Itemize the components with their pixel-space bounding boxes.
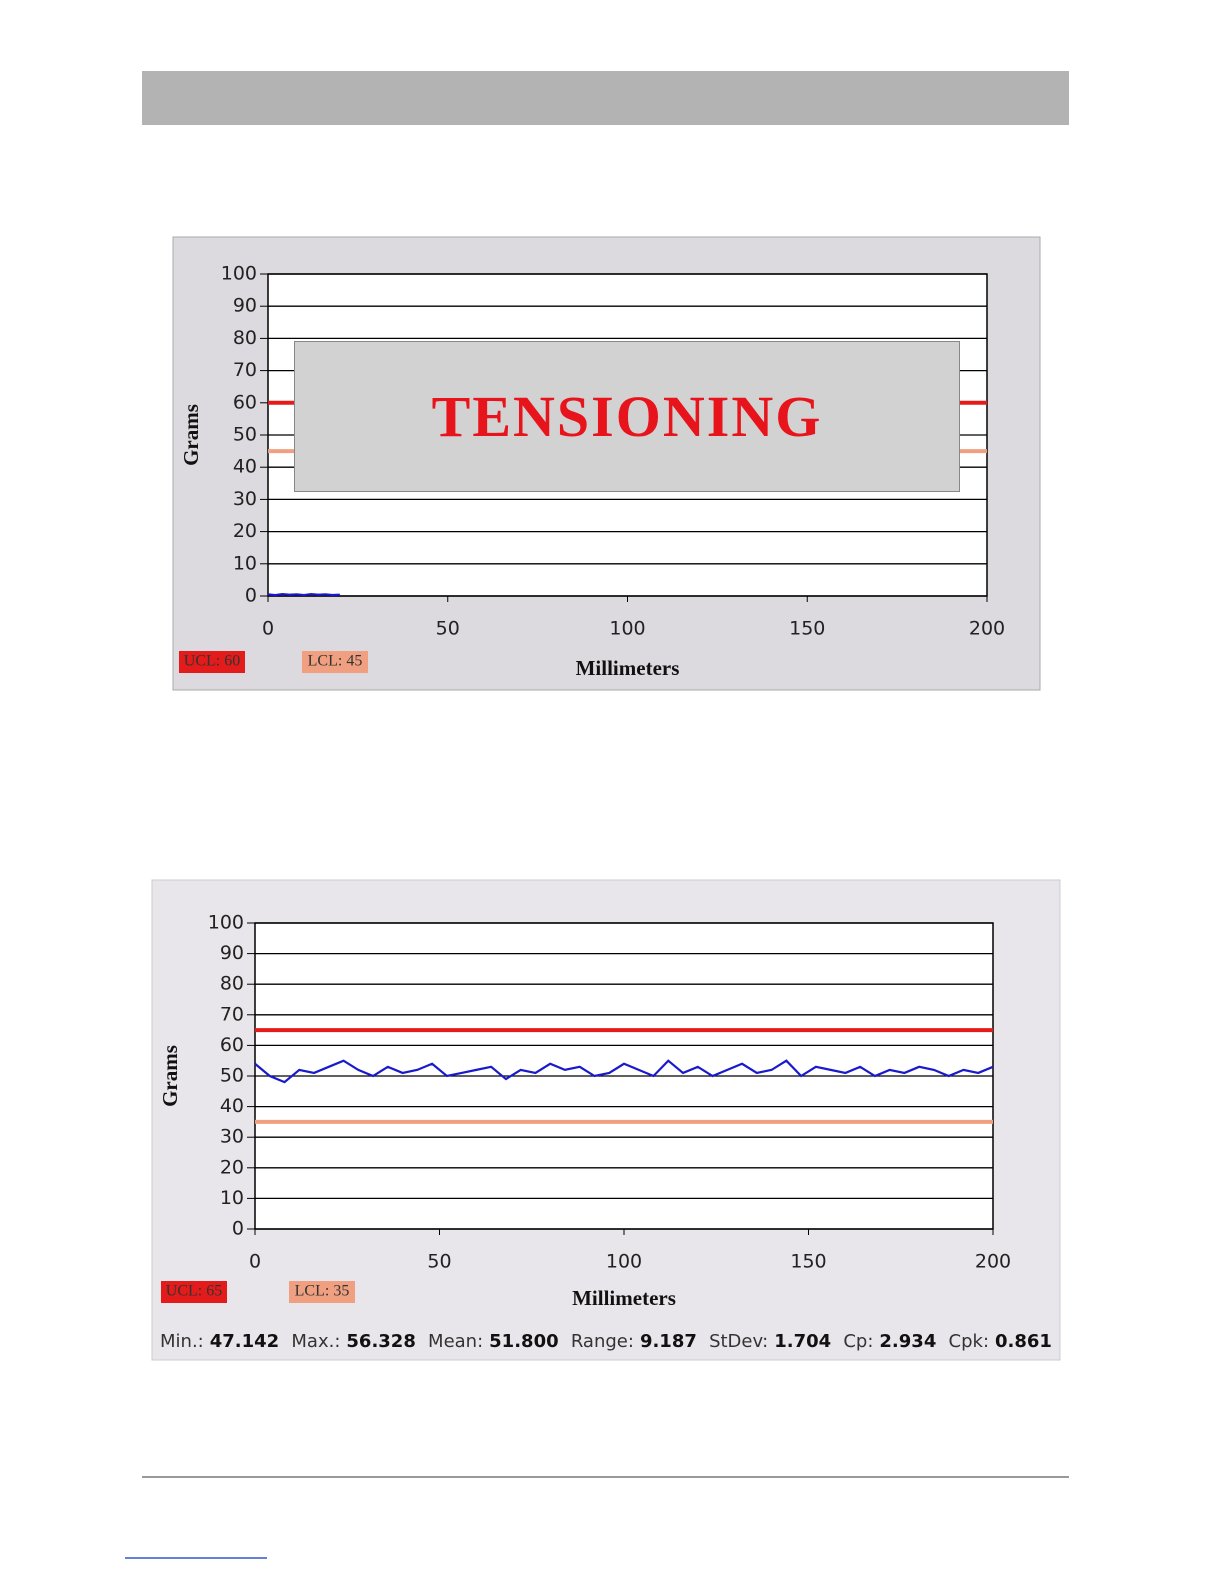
limit-label: LCL: 45 bbox=[308, 653, 363, 670]
limit-label: UCL: 60 bbox=[184, 653, 240, 670]
x-tick-label: 150 bbox=[789, 618, 825, 640]
y-axis-label: Grams bbox=[158, 1045, 182, 1107]
limit-badge bbox=[179, 651, 245, 673]
limit-badge bbox=[302, 651, 368, 673]
stat: Mean: 51.800 bbox=[428, 1331, 559, 1352]
y-tick-label: 40 bbox=[233, 456, 257, 478]
stat-label: Range: bbox=[570, 1330, 634, 1352]
y-tick-label: 20 bbox=[233, 520, 257, 542]
stats-bar: Min.: 47.142 Max.: 56.328 Mean: 51.800 Range: 9… bbox=[160, 1322, 1052, 1360]
stat: Range: 9.187 bbox=[571, 1331, 697, 1352]
y-tick-label: 80 bbox=[233, 327, 257, 349]
x-tick-label: 200 bbox=[969, 618, 1005, 640]
x-tick-label: 100 bbox=[606, 1251, 642, 1273]
stat: StDev: 1.704 bbox=[709, 1331, 831, 1352]
y-tick-label: 90 bbox=[220, 942, 244, 964]
stat-value: 0.861 bbox=[995, 1330, 1052, 1352]
x-tick-label: 150 bbox=[790, 1251, 826, 1273]
y-tick-label: 0 bbox=[245, 585, 257, 607]
limit-label: LCL: 35 bbox=[295, 1283, 350, 1300]
y-tick-label: 0 bbox=[232, 1218, 244, 1240]
x-tick-label: 0 bbox=[249, 1251, 261, 1273]
stat: Cp: 2.934 bbox=[843, 1331, 936, 1352]
stat-label: StDev: bbox=[709, 1330, 769, 1352]
stat: Min.: 47.142 bbox=[160, 1331, 279, 1352]
stat-value: 47.142 bbox=[209, 1330, 280, 1352]
stat-label: Cpk: bbox=[948, 1330, 990, 1352]
x-tick-label: 50 bbox=[427, 1251, 451, 1273]
data-line bbox=[267, 592, 340, 597]
y-tick-label: 10 bbox=[233, 552, 257, 574]
status-overlay: TENSIONING bbox=[294, 341, 960, 492]
x-axis-label: Millimeters bbox=[572, 1286, 676, 1310]
stat-label: Min.: bbox=[160, 1330, 204, 1352]
y-tick-label: 60 bbox=[220, 1034, 244, 1056]
y-tick-label: 10 bbox=[220, 1187, 244, 1209]
stat-value: 2.934 bbox=[879, 1330, 937, 1352]
x-tick-label: 50 bbox=[436, 618, 460, 640]
header-bar bbox=[142, 71, 1069, 125]
stat: Max.: 56.328 bbox=[291, 1331, 415, 1352]
stat: Cpk: 0.861 bbox=[949, 1331, 1052, 1352]
y-tick-label: 30 bbox=[220, 1126, 244, 1148]
y-tick-label: 100 bbox=[221, 263, 257, 285]
y-tick-label: 50 bbox=[233, 424, 257, 446]
stat-value: 1.704 bbox=[774, 1330, 832, 1352]
y-tick-label: 80 bbox=[220, 973, 244, 995]
stat-value: 51.800 bbox=[489, 1330, 559, 1352]
x-axis-label: Millimeters bbox=[576, 656, 680, 680]
y-tick-label: 60 bbox=[233, 391, 257, 413]
y-tick-label: 70 bbox=[233, 359, 257, 381]
y-axis-label: Grams bbox=[179, 404, 203, 466]
stat-label: Max.: bbox=[291, 1330, 341, 1352]
stat-value: 9.187 bbox=[639, 1330, 697, 1352]
x-tick-label: 200 bbox=[975, 1251, 1011, 1273]
y-tick-label: 70 bbox=[220, 1003, 244, 1025]
stat-label: Mean: bbox=[428, 1330, 484, 1352]
x-tick-label: 0 bbox=[262, 618, 274, 640]
y-tick-label: 50 bbox=[220, 1065, 244, 1087]
y-tick-label: 100 bbox=[208, 912, 244, 934]
limit-badge bbox=[161, 1281, 227, 1303]
y-tick-label: 30 bbox=[233, 488, 257, 510]
y-tick-label: 90 bbox=[233, 295, 257, 317]
stat-label: Cp: bbox=[843, 1330, 874, 1352]
y-tick-label: 20 bbox=[220, 1156, 244, 1178]
y-tick-label: 40 bbox=[220, 1095, 244, 1117]
limit-badge bbox=[289, 1281, 355, 1303]
data-line bbox=[254, 1059, 994, 1084]
x-tick-label: 100 bbox=[609, 618, 645, 640]
limit-label: UCL: 65 bbox=[166, 1283, 222, 1300]
stat-value: 56.328 bbox=[346, 1330, 416, 1352]
